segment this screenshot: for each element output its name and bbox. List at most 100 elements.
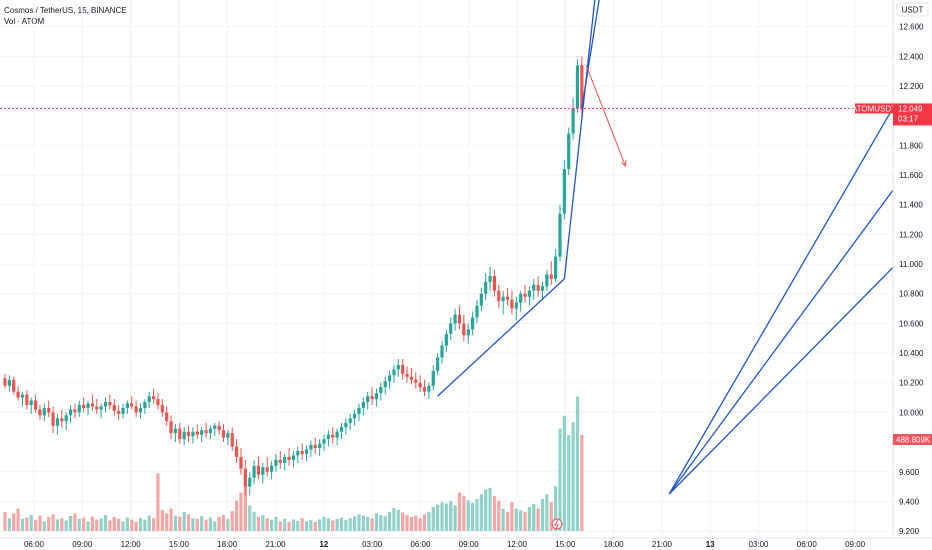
price-tick-label: 9.600 xyxy=(899,468,920,477)
candle-body xyxy=(532,284,536,291)
volume-bar xyxy=(143,519,147,531)
volume-bar xyxy=(348,518,352,531)
candle-body xyxy=(571,108,575,134)
price-tag-bg xyxy=(893,103,932,126)
trendline[interactable] xyxy=(668,41,932,495)
volume-bar xyxy=(374,513,379,531)
trendline[interactable] xyxy=(668,228,932,495)
volume-bar xyxy=(147,515,151,531)
candle-body xyxy=(501,296,505,302)
time-tick-label: 09:00 xyxy=(72,540,93,549)
time-tick-label: 09:00 xyxy=(845,540,866,549)
volume-bar xyxy=(510,502,514,531)
drawings[interactable] xyxy=(437,0,932,495)
candle-body xyxy=(519,293,523,303)
volume-bar xyxy=(3,511,7,531)
candle-body xyxy=(103,402,108,407)
volume-bar xyxy=(156,473,160,531)
volume-bar xyxy=(444,503,448,531)
candle-body xyxy=(405,373,409,377)
candle-body xyxy=(243,468,247,487)
candle-body xyxy=(186,431,191,437)
volume-bar xyxy=(532,503,536,531)
candle-body xyxy=(357,407,361,414)
volume-bar xyxy=(370,518,374,531)
candle-body xyxy=(313,445,317,449)
volume-bar xyxy=(492,495,497,531)
candle-body xyxy=(492,275,497,291)
volume-bar xyxy=(422,514,427,531)
volume-bar xyxy=(221,515,226,531)
candle-body xyxy=(431,370,435,386)
candle-body xyxy=(134,406,138,413)
volume-bar xyxy=(7,518,11,531)
candle-body xyxy=(418,382,422,388)
volume-bar xyxy=(396,509,400,531)
volume-bar xyxy=(335,518,339,531)
candle-body xyxy=(283,456,287,463)
candle-body xyxy=(422,387,427,392)
volume-bar xyxy=(313,522,317,531)
arrow-line[interactable] xyxy=(585,65,627,167)
price-tick-label: 11.000 xyxy=(899,260,923,269)
volume-bar xyxy=(392,507,396,531)
candle-body xyxy=(335,431,339,438)
candle-body xyxy=(326,434,330,440)
price-axis-bg xyxy=(893,0,932,550)
time-tick-label: 06:00 xyxy=(24,540,45,549)
candle-body xyxy=(505,296,510,300)
volume-bar xyxy=(357,514,361,531)
volume-bar xyxy=(580,435,584,531)
volume-bar xyxy=(462,495,466,531)
candle-body xyxy=(466,329,470,336)
candle-body xyxy=(147,396,151,403)
candle-body xyxy=(108,402,112,405)
volume-bar xyxy=(361,515,365,531)
candle-body xyxy=(73,409,77,413)
candle-body xyxy=(387,375,392,382)
volume-bar xyxy=(108,520,112,531)
candle-body xyxy=(117,410,121,414)
trendline[interactable] xyxy=(581,0,600,109)
price-tick-label: 10.800 xyxy=(899,290,924,299)
volume-bar xyxy=(173,515,178,531)
volume-bar xyxy=(25,517,29,531)
trendline[interactable] xyxy=(437,278,565,397)
volume-bar xyxy=(33,519,38,531)
candle-body xyxy=(278,459,282,463)
time-axis-bg xyxy=(0,538,932,550)
candle-body xyxy=(567,133,571,170)
volume-bar xyxy=(230,511,234,531)
trendline[interactable] xyxy=(668,137,932,495)
volume-bar xyxy=(567,435,571,531)
price-tick-label: 12.600 xyxy=(899,23,924,32)
candle-body xyxy=(173,428,178,434)
candle-body xyxy=(475,305,479,318)
currency-button[interactable] xyxy=(896,2,929,17)
volume-bar xyxy=(200,516,204,531)
candle-body xyxy=(558,213,562,257)
candle-body xyxy=(361,402,365,408)
chart-title: Cosmos / TetherUS, 15, BINANCE xyxy=(4,6,127,15)
candle-body xyxy=(99,406,103,410)
candle-body xyxy=(580,65,584,109)
candle-body xyxy=(497,290,501,302)
volume-bar xyxy=(60,518,64,531)
volume-bar xyxy=(130,519,134,531)
candle-body xyxy=(331,434,335,438)
volume-bar xyxy=(427,511,431,531)
candle-body xyxy=(392,369,396,376)
candle-body xyxy=(230,433,234,447)
volume-bar xyxy=(16,508,20,531)
trendline[interactable] xyxy=(563,0,596,279)
volume-bar xyxy=(300,518,304,531)
candle-body xyxy=(457,314,462,324)
candle-body xyxy=(344,422,348,428)
volume-bar xyxy=(226,518,230,531)
volume-bar xyxy=(90,516,94,531)
price-tick-label: 10.000 xyxy=(899,408,924,417)
candle-body xyxy=(3,378,7,386)
volume-bar xyxy=(178,516,182,531)
volume-bar xyxy=(344,519,348,531)
